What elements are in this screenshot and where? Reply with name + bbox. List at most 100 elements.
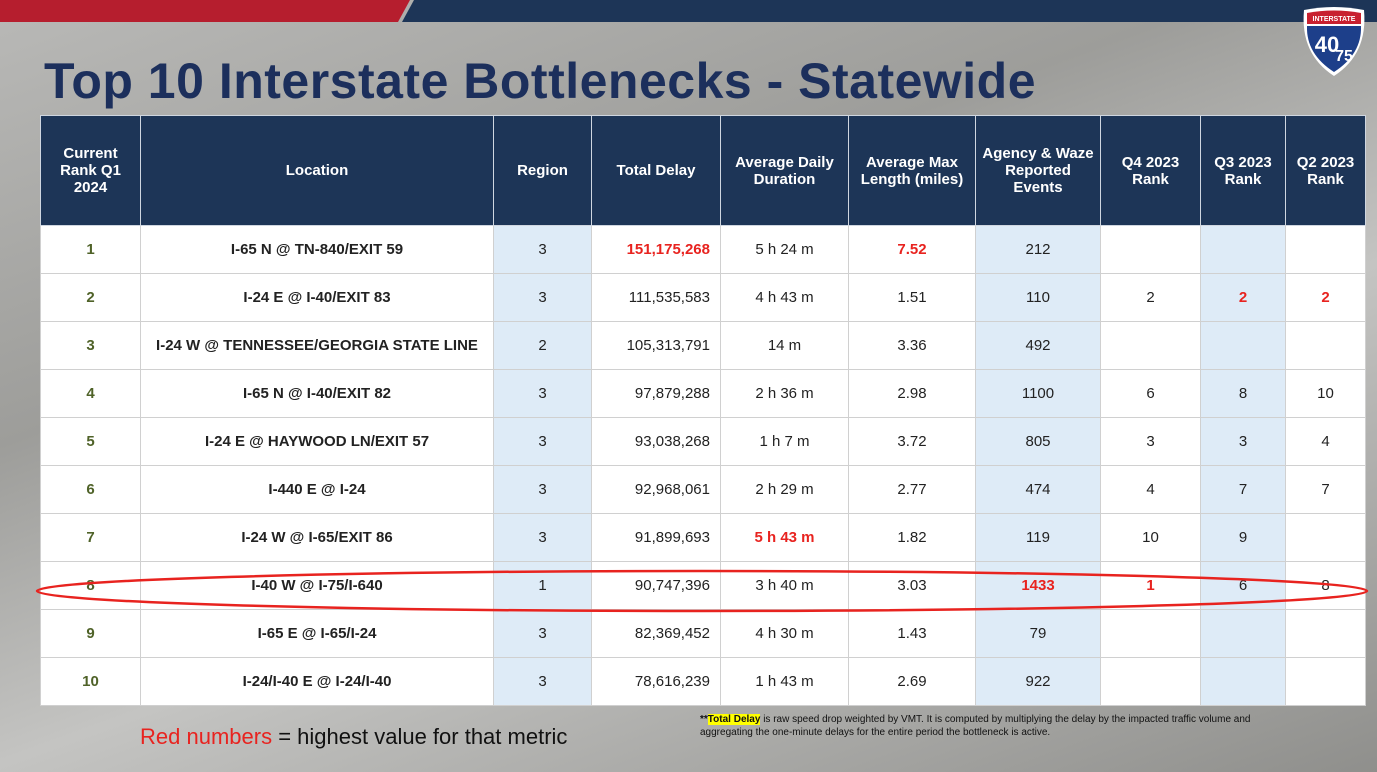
table-cell: 6 — [1201, 562, 1286, 610]
table-cell: 3.36 — [849, 322, 976, 370]
title: Top 10 Interstate Bottlenecks - Statewid… — [44, 52, 1036, 110]
table-row: 9I-65 E @ I-65/I-24382,369,4524 h 30 m1.… — [41, 610, 1366, 658]
table-cell: 2 — [1201, 274, 1286, 322]
table-cell: 10 — [41, 658, 141, 706]
table-cell: 1 — [41, 226, 141, 274]
column-header: Region — [494, 116, 592, 226]
table-cell: 111,535,583 — [592, 274, 721, 322]
table-cell: 1 — [494, 562, 592, 610]
table-cell: 3.03 — [849, 562, 976, 610]
table-row: 3I-24 W @ TENNESSEE/GEORGIA STATE LINE21… — [41, 322, 1366, 370]
legend: Red numbers = highest value for that met… — [140, 724, 567, 750]
table-cell: 5 — [41, 418, 141, 466]
table-cell: 3 — [494, 226, 592, 274]
table-cell: 6 — [41, 466, 141, 514]
table-cell: 1 h 43 m — [721, 658, 849, 706]
table-cell: 79 — [976, 610, 1101, 658]
table-cell: 7 — [1286, 466, 1366, 514]
column-header: Q2 2023 Rank — [1286, 116, 1366, 226]
table-cell: 3 — [494, 610, 592, 658]
table-cell — [1286, 658, 1366, 706]
table-cell: 2 — [494, 322, 592, 370]
table-cell: 7.52 — [849, 226, 976, 274]
top-bar — [0, 0, 1377, 24]
table-cell: I-65 E @ I-65/I-24 — [141, 610, 494, 658]
table-cell — [1201, 610, 1286, 658]
table-cell: 2 — [1101, 274, 1201, 322]
table-cell: 3.72 — [849, 418, 976, 466]
table-cell: 5 h 43 m — [721, 514, 849, 562]
header-row: Current Rank Q1 2024LocationRegionTotal … — [41, 116, 1366, 226]
shield-number: 75 — [1335, 48, 1353, 65]
table-cell: I-65 N @ TN-840/EXIT 59 — [141, 226, 494, 274]
table-cell: 1 — [1101, 562, 1201, 610]
table-cell: 10 — [1101, 514, 1201, 562]
interstate-shield: INTERSTATE 40 75 — [1300, 4, 1368, 78]
table-cell: 2 — [41, 274, 141, 322]
table-cell: 1433 — [976, 562, 1101, 610]
table-cell: 2.77 — [849, 466, 976, 514]
table-cell: 3 — [494, 370, 592, 418]
table-cell: I-24 E @ HAYWOOD LN/EXIT 57 — [141, 418, 494, 466]
table-cell: 8 — [1286, 562, 1366, 610]
table-cell: 105,313,791 — [592, 322, 721, 370]
table-cell — [1286, 226, 1366, 274]
table-cell: 3 — [494, 658, 592, 706]
table-cell — [1286, 322, 1366, 370]
table-cell: 1.51 — [849, 274, 976, 322]
table-cell: I-40 W @ I-75/I-640 — [141, 562, 494, 610]
table-cell: 93,038,268 — [592, 418, 721, 466]
table-cell: 474 — [976, 466, 1101, 514]
table-cell — [1201, 226, 1286, 274]
table-cell: 3 — [1201, 418, 1286, 466]
table-cell — [1101, 658, 1201, 706]
table-cell: 922 — [976, 658, 1101, 706]
legend-text: = highest value for that metric — [278, 724, 567, 749]
table-cell: 3 — [1101, 418, 1201, 466]
column-header: Average Daily Duration — [721, 116, 849, 226]
shield-label: INTERSTATE — [1313, 16, 1356, 23]
table-cell: 78,616,239 — [592, 658, 721, 706]
table-cell: 3 — [494, 514, 592, 562]
table-cell: 2.69 — [849, 658, 976, 706]
table-cell: 1.43 — [849, 610, 976, 658]
table-cell: 1 h 7 m — [721, 418, 849, 466]
table-cell: 8 — [41, 562, 141, 610]
table-cell: I-24 W @ TENNESSEE/GEORGIA STATE LINE — [141, 322, 494, 370]
table-cell: 805 — [976, 418, 1101, 466]
table-cell: 119 — [976, 514, 1101, 562]
table-cell: 4 — [41, 370, 141, 418]
table-cell: 3 — [494, 274, 592, 322]
table-cell: 4 h 30 m — [721, 610, 849, 658]
table-cell: 8 — [1201, 370, 1286, 418]
table-cell: 1.82 — [849, 514, 976, 562]
table-cell: 1100 — [976, 370, 1101, 418]
table-cell: I-24 W @ I-65/EXIT 86 — [141, 514, 494, 562]
table-cell: 3 — [494, 418, 592, 466]
table-cell: 2 h 29 m — [721, 466, 849, 514]
table-row: 7I-24 W @ I-65/EXIT 86391,899,6935 h 43 … — [41, 514, 1366, 562]
column-header: Average Max Length (miles) — [849, 116, 976, 226]
table-cell: 90,747,396 — [592, 562, 721, 610]
table-cell: 3 — [494, 466, 592, 514]
table-cell: 4 — [1101, 466, 1201, 514]
footnote-highlight: Total Delay — [708, 714, 761, 725]
table-cell: I-65 N @ I-40/EXIT 82 — [141, 370, 494, 418]
table-cell: 4 h 43 m — [721, 274, 849, 322]
column-header: Q4 2023 Rank — [1101, 116, 1201, 226]
footnote-text: is raw speed drop weighted by VMT. It is… — [700, 714, 1250, 738]
column-header: Location — [141, 116, 494, 226]
table-cell: 151,175,268 — [592, 226, 721, 274]
table-cell — [1201, 322, 1286, 370]
table-cell — [1286, 610, 1366, 658]
column-header: Agency & Waze Reported Events — [976, 116, 1101, 226]
slide: Top 10 Interstate Bottlenecks - Statewid… — [0, 0, 1377, 772]
column-header: Total Delay — [592, 116, 721, 226]
table-cell: 91,899,693 — [592, 514, 721, 562]
